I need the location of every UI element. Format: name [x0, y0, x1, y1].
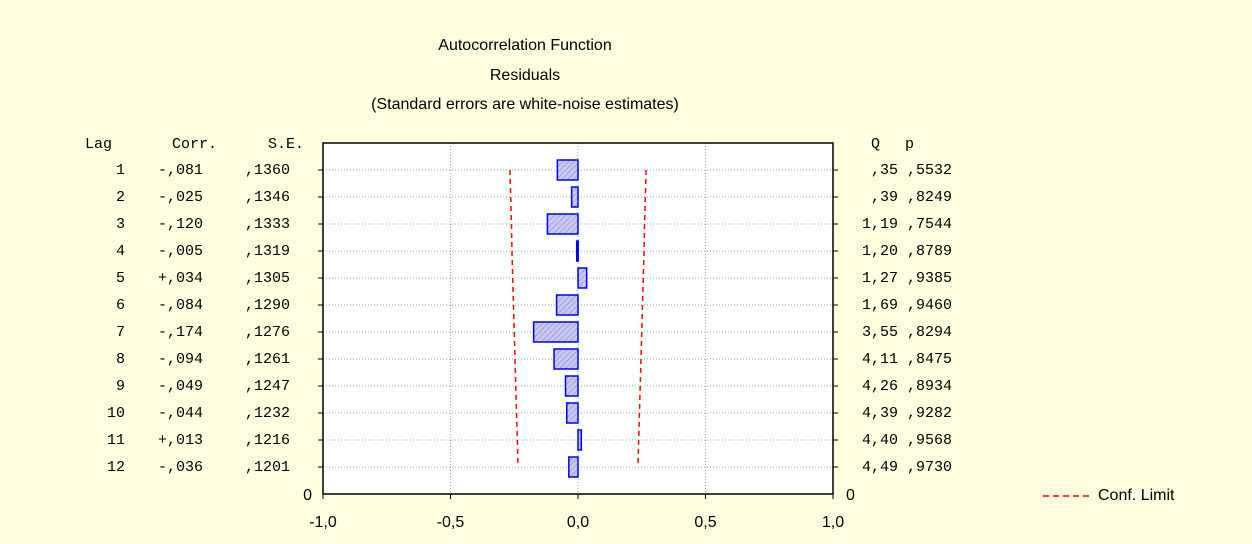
- q-label: 4,39: [862, 405, 898, 422]
- se-label: ,1276: [245, 324, 290, 341]
- lag-label: 4: [116, 243, 125, 260]
- x-tick-label: -0,5: [437, 514, 465, 531]
- plot-frame: [322, 142, 834, 495]
- lag-label: 3: [116, 216, 125, 233]
- se-label: ,1305: [245, 270, 290, 287]
- se-label: ,1201: [245, 459, 290, 476]
- corr-label: -,174: [158, 324, 203, 341]
- corr-label: -,025: [158, 189, 203, 206]
- se-label: ,1333: [245, 216, 290, 233]
- lag-label: 5: [116, 270, 125, 287]
- bar: [566, 402, 579, 424]
- q-label: 4,11: [862, 351, 898, 368]
- corr-label: -,084: [158, 297, 203, 314]
- corr-label: -,120: [158, 216, 203, 233]
- se-label: ,1232: [245, 405, 290, 422]
- bar: [556, 159, 579, 181]
- q-label: 4,26: [862, 378, 898, 395]
- lag-label: 10: [107, 405, 125, 422]
- bar: [568, 456, 579, 478]
- p-label: ,9460: [907, 297, 952, 314]
- lag-label: 9: [116, 378, 125, 395]
- q-label: ,39: [871, 189, 898, 206]
- bar: [555, 294, 579, 316]
- bar: [577, 429, 583, 451]
- p-label: ,9568: [907, 432, 952, 449]
- corr-label: -,005: [158, 243, 203, 260]
- corr-label: -,094: [158, 351, 203, 368]
- corr-label: -,049: [158, 378, 203, 395]
- p-label: ,8294: [907, 324, 952, 341]
- corr-label: -,036: [158, 459, 203, 476]
- lag-label: 7: [116, 324, 125, 341]
- bar: [553, 348, 579, 370]
- corr-label: +,034: [158, 270, 203, 287]
- p-label: ,5532: [907, 162, 952, 179]
- p-label: ,8934: [907, 378, 952, 395]
- q-label: 4,49: [862, 459, 898, 476]
- q-label: 1,69: [862, 297, 898, 314]
- q-label: 1,20: [862, 243, 898, 260]
- q-label: 1,19: [862, 216, 898, 233]
- lag-label: 12: [107, 459, 125, 476]
- lag-label: 2: [116, 189, 125, 206]
- se-label: ,1319: [245, 243, 290, 260]
- q-label: ,35: [871, 162, 898, 179]
- corr-label: -,081: [158, 162, 203, 179]
- p-label: ,9730: [907, 459, 952, 476]
- chart-note: (Standard errors are white-noise estimat…: [371, 96, 679, 113]
- conf-limit-line: [509, 169, 519, 468]
- q-label: 4,40: [862, 432, 898, 449]
- p-label: ,8249: [907, 189, 952, 206]
- column-header: Q: [871, 136, 880, 153]
- conf-limit-line: [637, 169, 647, 468]
- se-label: ,1247: [245, 378, 290, 395]
- column-header: Lag: [85, 136, 112, 153]
- column-header: Corr.: [172, 136, 217, 153]
- q-label: 3,55: [862, 324, 898, 341]
- se-label: ,1216: [245, 432, 290, 449]
- lag-label: 6: [116, 297, 125, 314]
- bar: [546, 213, 579, 235]
- se-label: ,1261: [245, 351, 290, 368]
- x-tick-label: 0,0: [567, 514, 589, 531]
- lag-label: 11: [107, 432, 125, 449]
- legend-label: Conf. Limit: [1098, 487, 1175, 504]
- p-label: ,7544: [907, 216, 952, 233]
- corr-label: +,013: [158, 432, 203, 449]
- bar: [570, 186, 579, 208]
- bar: [532, 321, 579, 343]
- x-tick-label: 0,5: [694, 514, 716, 531]
- x-tick-label: -1,0: [309, 514, 337, 531]
- y-tick-label: 0: [303, 487, 312, 504]
- chart-title: Autocorrelation Function: [438, 37, 611, 54]
- se-label: ,1290: [245, 297, 290, 314]
- bar: [564, 375, 579, 397]
- bar: [575, 240, 579, 262]
- y-tick-label: 0: [846, 487, 855, 504]
- corr-label: -,044: [158, 405, 203, 422]
- se-label: ,1360: [245, 162, 290, 179]
- se-label: ,1346: [245, 189, 290, 206]
- p-label: ,8789: [907, 243, 952, 260]
- column-header: p: [905, 136, 914, 153]
- bar: [577, 267, 588, 289]
- q-label: 1,27: [862, 270, 898, 287]
- p-label: ,9282: [907, 405, 952, 422]
- column-header: S.E.: [268, 136, 304, 153]
- p-label: ,9385: [907, 270, 952, 287]
- x-tick-label: 1,0: [822, 514, 844, 531]
- lag-label: 1: [116, 162, 125, 179]
- lag-label: 8: [116, 351, 125, 368]
- p-label: ,8475: [907, 351, 952, 368]
- chart-subtitle: Residuals: [490, 67, 560, 84]
